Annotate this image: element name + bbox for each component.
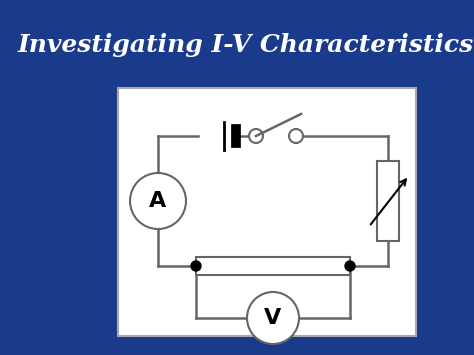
Circle shape xyxy=(345,261,355,271)
Circle shape xyxy=(249,129,263,143)
Circle shape xyxy=(130,173,186,229)
Text: A: A xyxy=(149,191,167,211)
Text: V: V xyxy=(264,308,282,328)
Bar xyxy=(196,257,350,275)
Text: Investigating I-V Characteristics: Investigating I-V Characteristics xyxy=(18,33,474,57)
Circle shape xyxy=(191,261,201,271)
Bar xyxy=(118,88,416,336)
Circle shape xyxy=(289,129,303,143)
Circle shape xyxy=(247,292,299,344)
Bar xyxy=(377,161,399,241)
